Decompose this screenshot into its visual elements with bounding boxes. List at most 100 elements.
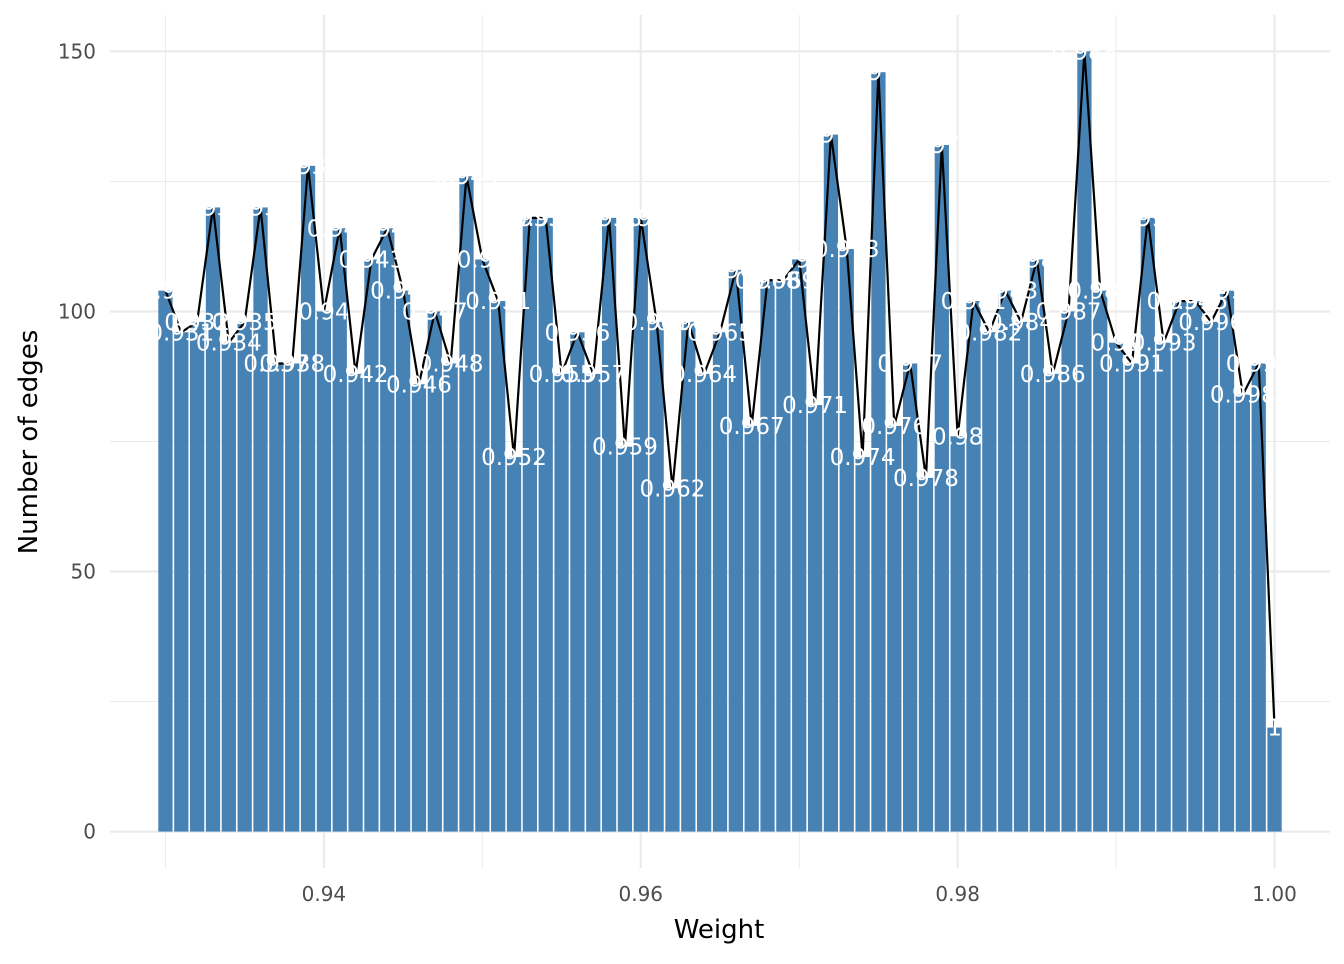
bar-label: 0.995 — [1162, 289, 1228, 315]
bar-label: 0.975 — [846, 60, 912, 86]
bar-label: 0.946 — [386, 372, 452, 398]
bar — [538, 217, 553, 832]
bar — [285, 363, 300, 832]
bar — [380, 228, 395, 832]
x-tick-label: 0.94 — [302, 882, 347, 906]
bar-label: 0.99 — [1090, 331, 1141, 357]
bar-label: 0.954 — [513, 206, 579, 232]
bar-label: 0.961 — [624, 310, 690, 336]
bar — [459, 176, 474, 832]
bar — [522, 217, 537, 832]
bar-label: 0.997 — [1194, 279, 1260, 305]
bar-label: 0.983 — [972, 279, 1038, 305]
bar-label: 0.952 — [481, 445, 547, 471]
bar — [1108, 342, 1124, 832]
bar-label: 0.963 — [655, 310, 721, 336]
bar-label: 0.947 — [402, 299, 468, 325]
bar-label: 0.981 — [941, 289, 1007, 315]
bar — [475, 259, 490, 832]
bar — [221, 342, 236, 832]
bar — [158, 290, 173, 832]
bar-label: 0.957 — [560, 362, 626, 388]
bar-label: 0.942 — [323, 362, 389, 388]
bar — [1029, 259, 1045, 832]
x-axis-title: Weight — [674, 915, 765, 945]
bar-label: 0.972 — [798, 123, 864, 149]
bar — [506, 457, 522, 832]
bar — [744, 425, 759, 832]
bar-label: 0.966 — [703, 258, 769, 284]
bar — [1188, 301, 1203, 832]
bar — [1077, 51, 1092, 832]
bar-label: 0.953 — [497, 206, 563, 232]
bar-label: 0.989 — [1067, 279, 1133, 305]
bar — [332, 228, 347, 832]
bar-label: 0.97 — [774, 247, 825, 273]
bar — [364, 259, 379, 832]
bar-label: 0.935 — [212, 310, 278, 336]
bars — [158, 51, 1282, 832]
bar — [728, 269, 743, 832]
bar — [1251, 363, 1266, 832]
bar-label: 0.962 — [640, 476, 706, 502]
bar-label: 0.931 — [148, 320, 214, 346]
bar-label: 0.996 — [1178, 310, 1244, 336]
bar — [982, 332, 997, 832]
bar — [712, 332, 728, 832]
bar — [918, 477, 934, 832]
bar — [807, 405, 823, 832]
bar — [570, 332, 585, 832]
bar — [586, 373, 601, 832]
bar-label: 0.992 — [1115, 206, 1181, 232]
bar-label: 0.999 — [1226, 351, 1292, 377]
bar-label: 0.941 — [307, 216, 373, 242]
bar — [1124, 363, 1140, 832]
bar-label: 0.932 — [164, 310, 230, 336]
bar-value-labels: 0.930.9310.9320.9330.9340.9350.9360.9370… — [140, 39, 1292, 741]
bar-label: 0.988 — [1051, 39, 1117, 65]
bar-label: 0.937 — [243, 351, 309, 377]
x-tick-label: 1.00 — [1252, 882, 1297, 906]
bar-label: 0.971 — [782, 393, 848, 419]
bar — [205, 207, 221, 832]
bar-label: 0.985 — [1004, 247, 1070, 273]
bar — [903, 363, 918, 832]
bar-label: 0.968 — [735, 268, 801, 294]
bar — [665, 488, 680, 832]
bar-label: 0.993 — [1131, 331, 1197, 357]
y-tick-label: 50 — [71, 560, 96, 584]
bar — [617, 446, 633, 832]
bar-label: 0.95 — [457, 247, 508, 273]
bar-label: 1 — [1267, 716, 1282, 742]
bar — [1156, 342, 1171, 832]
bar-label: 0.994 — [1147, 289, 1213, 315]
bar — [681, 321, 696, 832]
bar-label: 0.949 — [434, 164, 500, 190]
bar-label: 0.945 — [370, 279, 436, 305]
bar — [411, 384, 427, 832]
y-axis-title: Number of edges — [14, 330, 44, 555]
bar-label: 0.976 — [861, 414, 927, 440]
bar-label: 0.939 — [275, 154, 341, 180]
count-line — [164, 50, 1276, 728]
bar — [871, 72, 886, 832]
bar — [237, 321, 252, 832]
y-tick-label: 150 — [58, 39, 96, 63]
bar — [1267, 727, 1282, 832]
bar-label: 0.965 — [687, 320, 753, 346]
bar-label: 0.964 — [671, 362, 737, 388]
bar — [443, 363, 458, 832]
bar — [1061, 311, 1076, 832]
bar — [174, 332, 189, 832]
bar — [316, 311, 332, 832]
bar — [300, 165, 316, 832]
bar-label: 0.958 — [576, 206, 642, 232]
bar — [950, 436, 965, 832]
bar-label: 0.933 — [180, 195, 246, 221]
bar — [839, 249, 854, 832]
bar-label: 0.936 — [228, 195, 294, 221]
bar — [1235, 394, 1250, 832]
bar-label: 0.938 — [259, 351, 325, 377]
x-tick-label: 0.98 — [935, 882, 980, 906]
